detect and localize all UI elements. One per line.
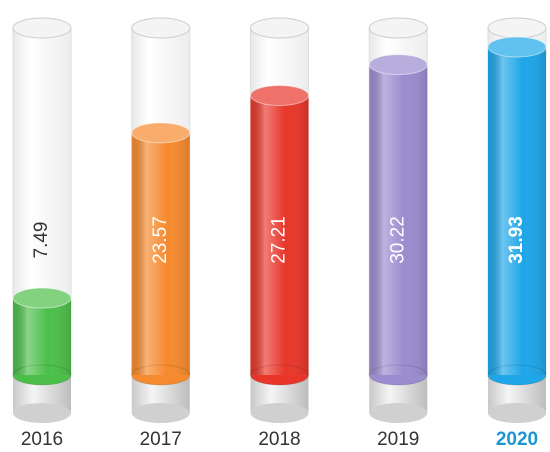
liquid-shine bbox=[369, 64, 428, 376]
liquid-top-light bbox=[369, 54, 428, 75]
liquid-top bbox=[250, 84, 309, 106]
x-tick-label: 2017 bbox=[140, 429, 182, 450]
x-tick-label: 2016 bbox=[21, 429, 63, 450]
tube-base-bottom bbox=[250, 403, 309, 423]
tube-top bbox=[12, 17, 72, 39]
value-label: 30.22 bbox=[387, 216, 408, 264]
tube-base-bottom bbox=[131, 403, 190, 423]
value-label: 27.21 bbox=[269, 216, 290, 264]
liquid-bottom-rim bbox=[368, 364, 428, 386]
x-tick-label: 2018 bbox=[258, 429, 300, 450]
liquid-bottom-rim bbox=[131, 364, 191, 386]
liquid-shine bbox=[13, 298, 71, 375]
liquid-top-light bbox=[131, 122, 190, 143]
x-tick-label: 2019 bbox=[377, 429, 419, 450]
liquid-top bbox=[12, 287, 72, 309]
tube-base-bottom bbox=[369, 403, 428, 423]
liquid-top bbox=[487, 36, 547, 58]
liquid-top-light bbox=[250, 85, 309, 106]
liquid-shine bbox=[131, 132, 190, 375]
liquid-top-light bbox=[488, 37, 546, 57]
tube-top bbox=[131, 17, 191, 39]
liquid-bottom-rim bbox=[250, 364, 309, 386]
value-label: 7.49 bbox=[31, 222, 52, 259]
liquid-shine bbox=[250, 95, 309, 376]
liquid-shine bbox=[488, 47, 546, 375]
value-label: 31.93 bbox=[506, 216, 527, 264]
tube-base-bottom bbox=[13, 403, 71, 423]
x-tick-label: 2020 bbox=[496, 429, 538, 450]
tube-base-bottom bbox=[488, 403, 546, 423]
tube-top bbox=[487, 17, 547, 39]
liquid-bottom-rim bbox=[487, 364, 547, 386]
liquid-bottom-rim bbox=[12, 364, 72, 386]
liquid-top-light bbox=[13, 288, 71, 309]
tube-top bbox=[250, 17, 309, 39]
value-label: 23.57 bbox=[150, 216, 171, 264]
tube-top bbox=[368, 17, 428, 39]
liquid-top bbox=[131, 122, 191, 144]
liquid-top bbox=[368, 54, 428, 76]
